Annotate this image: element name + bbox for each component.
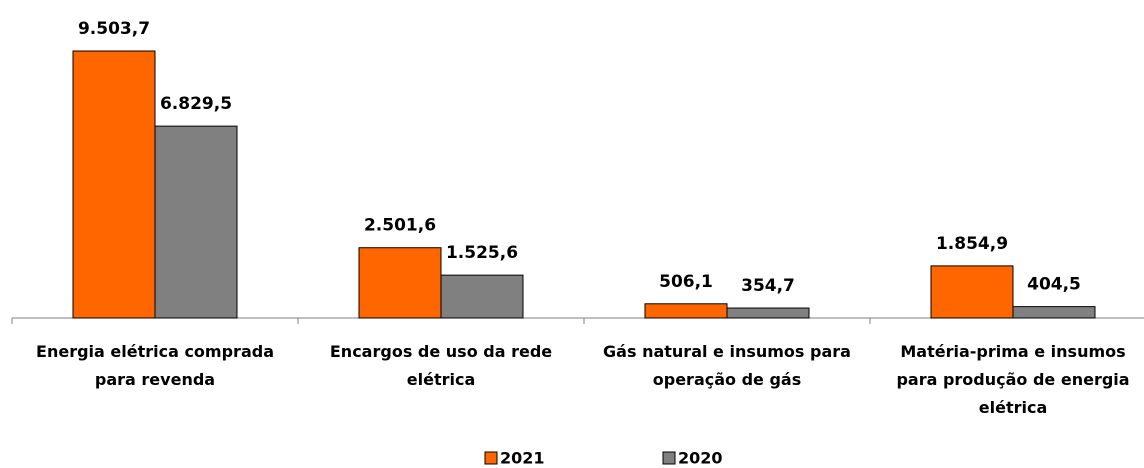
legend-label: 2021 <box>500 449 545 468</box>
bar <box>72 50 156 319</box>
bar <box>154 125 238 319</box>
x-tick-label: Matéria-prima e insumos para produção de … <box>896 342 1129 417</box>
value-label: 506,1 <box>659 272 713 292</box>
value-label: 1.854,9 <box>936 234 1008 254</box>
bar <box>358 247 442 319</box>
x-tick-label: Encargos de uso da rede elétrica <box>330 342 552 389</box>
bar <box>644 303 728 319</box>
x-tick-label: Energia elétrica comprada para revenda <box>36 342 274 389</box>
bar <box>440 274 524 319</box>
legend-label: 2020 <box>678 449 723 468</box>
value-label: 1.525,6 <box>446 243 518 263</box>
value-label: 2.501,6 <box>364 216 436 236</box>
value-label: 6.829,5 <box>160 94 232 114</box>
bar <box>726 307 810 319</box>
value-label: 354,7 <box>741 276 795 296</box>
bar <box>1012 306 1096 319</box>
x-tick-label: Gás natural e insumos para operação de gá… <box>603 342 851 389</box>
legend-swatch <box>662 451 676 465</box>
value-label: 404,5 <box>1027 275 1081 295</box>
legend-swatch <box>484 451 498 465</box>
value-label: 9.503,7 <box>78 19 150 39</box>
bar <box>930 265 1014 319</box>
